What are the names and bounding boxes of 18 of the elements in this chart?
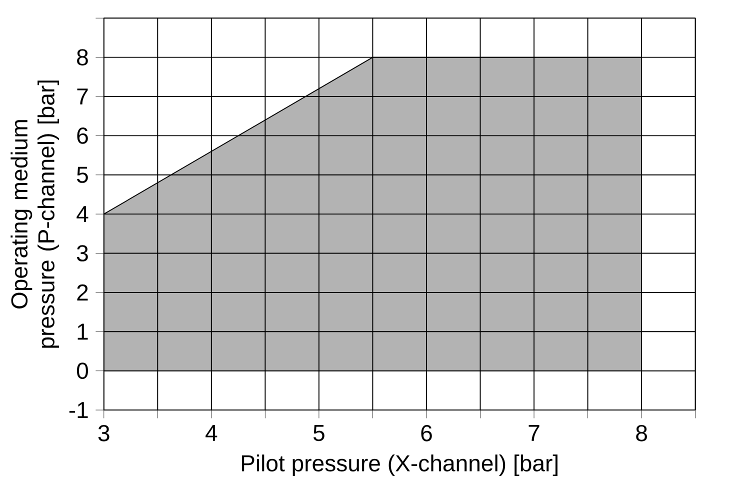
x-tick-label: 4 — [206, 425, 218, 441]
x-tick-label: 3 — [98, 425, 110, 442]
y-tick-label: 6 — [77, 128, 88, 144]
x-axis-title: Pilot pressure (X-channel) [bar] — [242, 454, 558, 476]
y-tick-label: 3 — [76, 245, 88, 262]
y-tick-label: 7 — [77, 88, 88, 104]
y-tick-label: 1 — [78, 324, 88, 340]
y-tick-label: 4 — [76, 206, 88, 222]
y-axis-title: Operating medium pressure (P-channel) [bar] — [10, 80, 60, 348]
x-tick-label: 8 — [636, 425, 647, 442]
y-tick-label: 2 — [77, 284, 88, 300]
x-tick-label: 7 — [528, 425, 540, 441]
y-tick-label: -1 — [69, 402, 88, 418]
y-tick-label: 5 — [77, 166, 88, 183]
x-tick-label: 6 — [421, 425, 432, 442]
y-tick-label: 0 — [76, 362, 88, 379]
y-tick-label: 8 — [77, 49, 88, 66]
x-tick-label: 5 — [313, 425, 324, 442]
